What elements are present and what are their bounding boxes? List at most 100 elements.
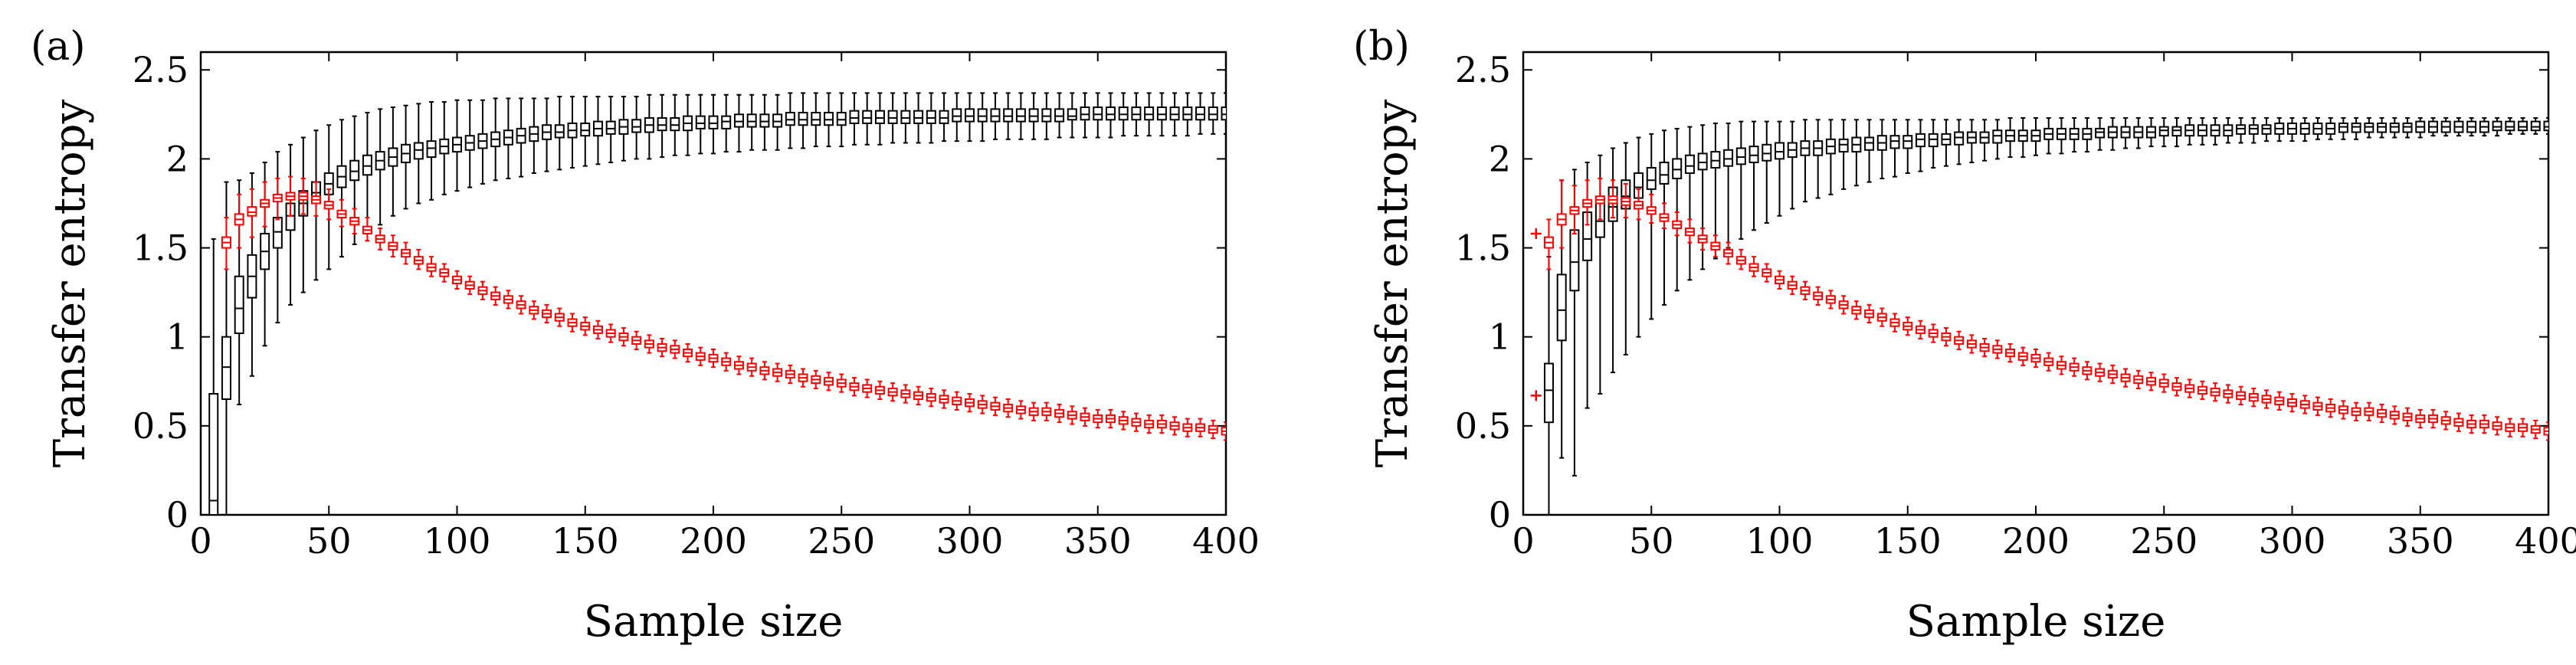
series-1 <box>221 175 1226 441</box>
box <box>1067 108 1077 121</box>
box <box>1697 152 1708 171</box>
panel-label: (b) <box>1353 24 1410 70</box>
box <box>2377 122 2388 133</box>
y-tick-label: 1 <box>1489 316 1511 358</box>
box <box>272 217 283 249</box>
box <box>2338 122 2348 133</box>
y-tick-label: 2.5 <box>133 49 188 90</box>
box <box>349 159 360 182</box>
box <box>1748 146 1759 164</box>
x-tick-label: 300 <box>2259 520 2326 562</box>
box <box>977 108 988 123</box>
box <box>2351 122 2361 133</box>
box <box>1221 106 1226 121</box>
series-0 <box>208 92 1226 515</box>
box <box>1889 135 1900 149</box>
x-tick-label: 0 <box>189 520 211 562</box>
box <box>1903 135 1913 149</box>
box <box>1105 106 1116 121</box>
box <box>657 116 667 132</box>
x-tick-label: 150 <box>552 520 619 562</box>
x-tick-label: 50 <box>306 520 352 562</box>
box <box>721 115 732 129</box>
x-tick-label: 100 <box>424 520 491 562</box>
box <box>2236 124 2247 135</box>
box <box>1569 229 1580 292</box>
box <box>2402 122 2413 133</box>
box <box>1156 106 1167 121</box>
box <box>1182 106 1193 121</box>
x-tick-label: 300 <box>936 520 1004 562</box>
box <box>413 142 424 160</box>
x-axis-label: Sample size <box>584 597 844 647</box>
box <box>1915 133 1925 148</box>
x-tick-label: 100 <box>1746 520 1814 562</box>
x-tick-label: 350 <box>1064 520 1132 562</box>
x-axis-label: Sample size <box>1906 597 2166 647</box>
box <box>1118 106 1129 121</box>
box <box>926 110 936 124</box>
x-tick-label: 250 <box>2130 520 2197 562</box>
box <box>1775 142 1785 160</box>
box <box>874 110 885 124</box>
box <box>1028 108 1039 123</box>
box <box>1131 106 1142 121</box>
box <box>208 393 219 515</box>
series-1 <box>1530 177 2548 441</box>
y-axis-label: Transfer entropy <box>1368 99 1417 467</box>
box <box>2364 122 2374 133</box>
x-tick-label: 150 <box>1874 520 1942 562</box>
box <box>2543 120 2548 132</box>
box <box>2389 122 2400 133</box>
x-tick-label: 400 <box>1192 520 1260 562</box>
box <box>1144 106 1155 121</box>
box <box>1735 147 1746 165</box>
y-tick-label: 0.5 <box>133 405 188 447</box>
box <box>1015 108 1026 123</box>
box <box>939 110 949 124</box>
box <box>2261 124 2272 135</box>
box <box>2158 126 2169 137</box>
box <box>1093 106 1103 121</box>
box <box>824 111 834 126</box>
box <box>952 108 962 123</box>
y-tick-label: 2 <box>166 138 188 179</box>
box <box>362 154 372 176</box>
box <box>1684 154 1695 174</box>
box <box>798 111 808 126</box>
plot-area <box>208 92 1226 515</box>
y-tick-label: 1.5 <box>1455 228 1511 269</box>
x-tick-label: 400 <box>2515 520 2576 562</box>
box <box>1928 133 1939 148</box>
box <box>1864 136 1875 151</box>
box <box>2248 124 2259 135</box>
box <box>1992 129 2003 144</box>
y-tick-label: 2.5 <box>1455 49 1511 90</box>
box <box>1710 151 1721 169</box>
box <box>849 110 860 124</box>
box <box>1195 106 1206 121</box>
box <box>1208 106 1218 121</box>
box <box>772 113 783 128</box>
box <box>1838 138 1849 153</box>
y-tick-label: 0 <box>166 494 188 536</box>
box <box>1672 158 1683 179</box>
y-tick-label: 1.5 <box>133 228 188 269</box>
y-tick-label: 1 <box>166 316 188 358</box>
box <box>1054 108 1065 123</box>
box <box>695 115 706 129</box>
box <box>2171 126 2182 137</box>
box <box>708 115 719 129</box>
plot-area <box>1530 116 2548 515</box>
box <box>1169 106 1180 121</box>
box <box>733 113 744 128</box>
box <box>1954 131 1965 146</box>
box <box>221 336 231 401</box>
box <box>887 110 898 124</box>
box <box>1543 362 1554 424</box>
box <box>2505 120 2515 132</box>
box <box>670 116 680 132</box>
panel-b: (b) 0 50 100 150 200 250 300 350 400 0 0.5 1 1.5 2 2.5 S… <box>1353 24 2576 647</box>
y-tick-label: 2 <box>1489 138 1511 179</box>
